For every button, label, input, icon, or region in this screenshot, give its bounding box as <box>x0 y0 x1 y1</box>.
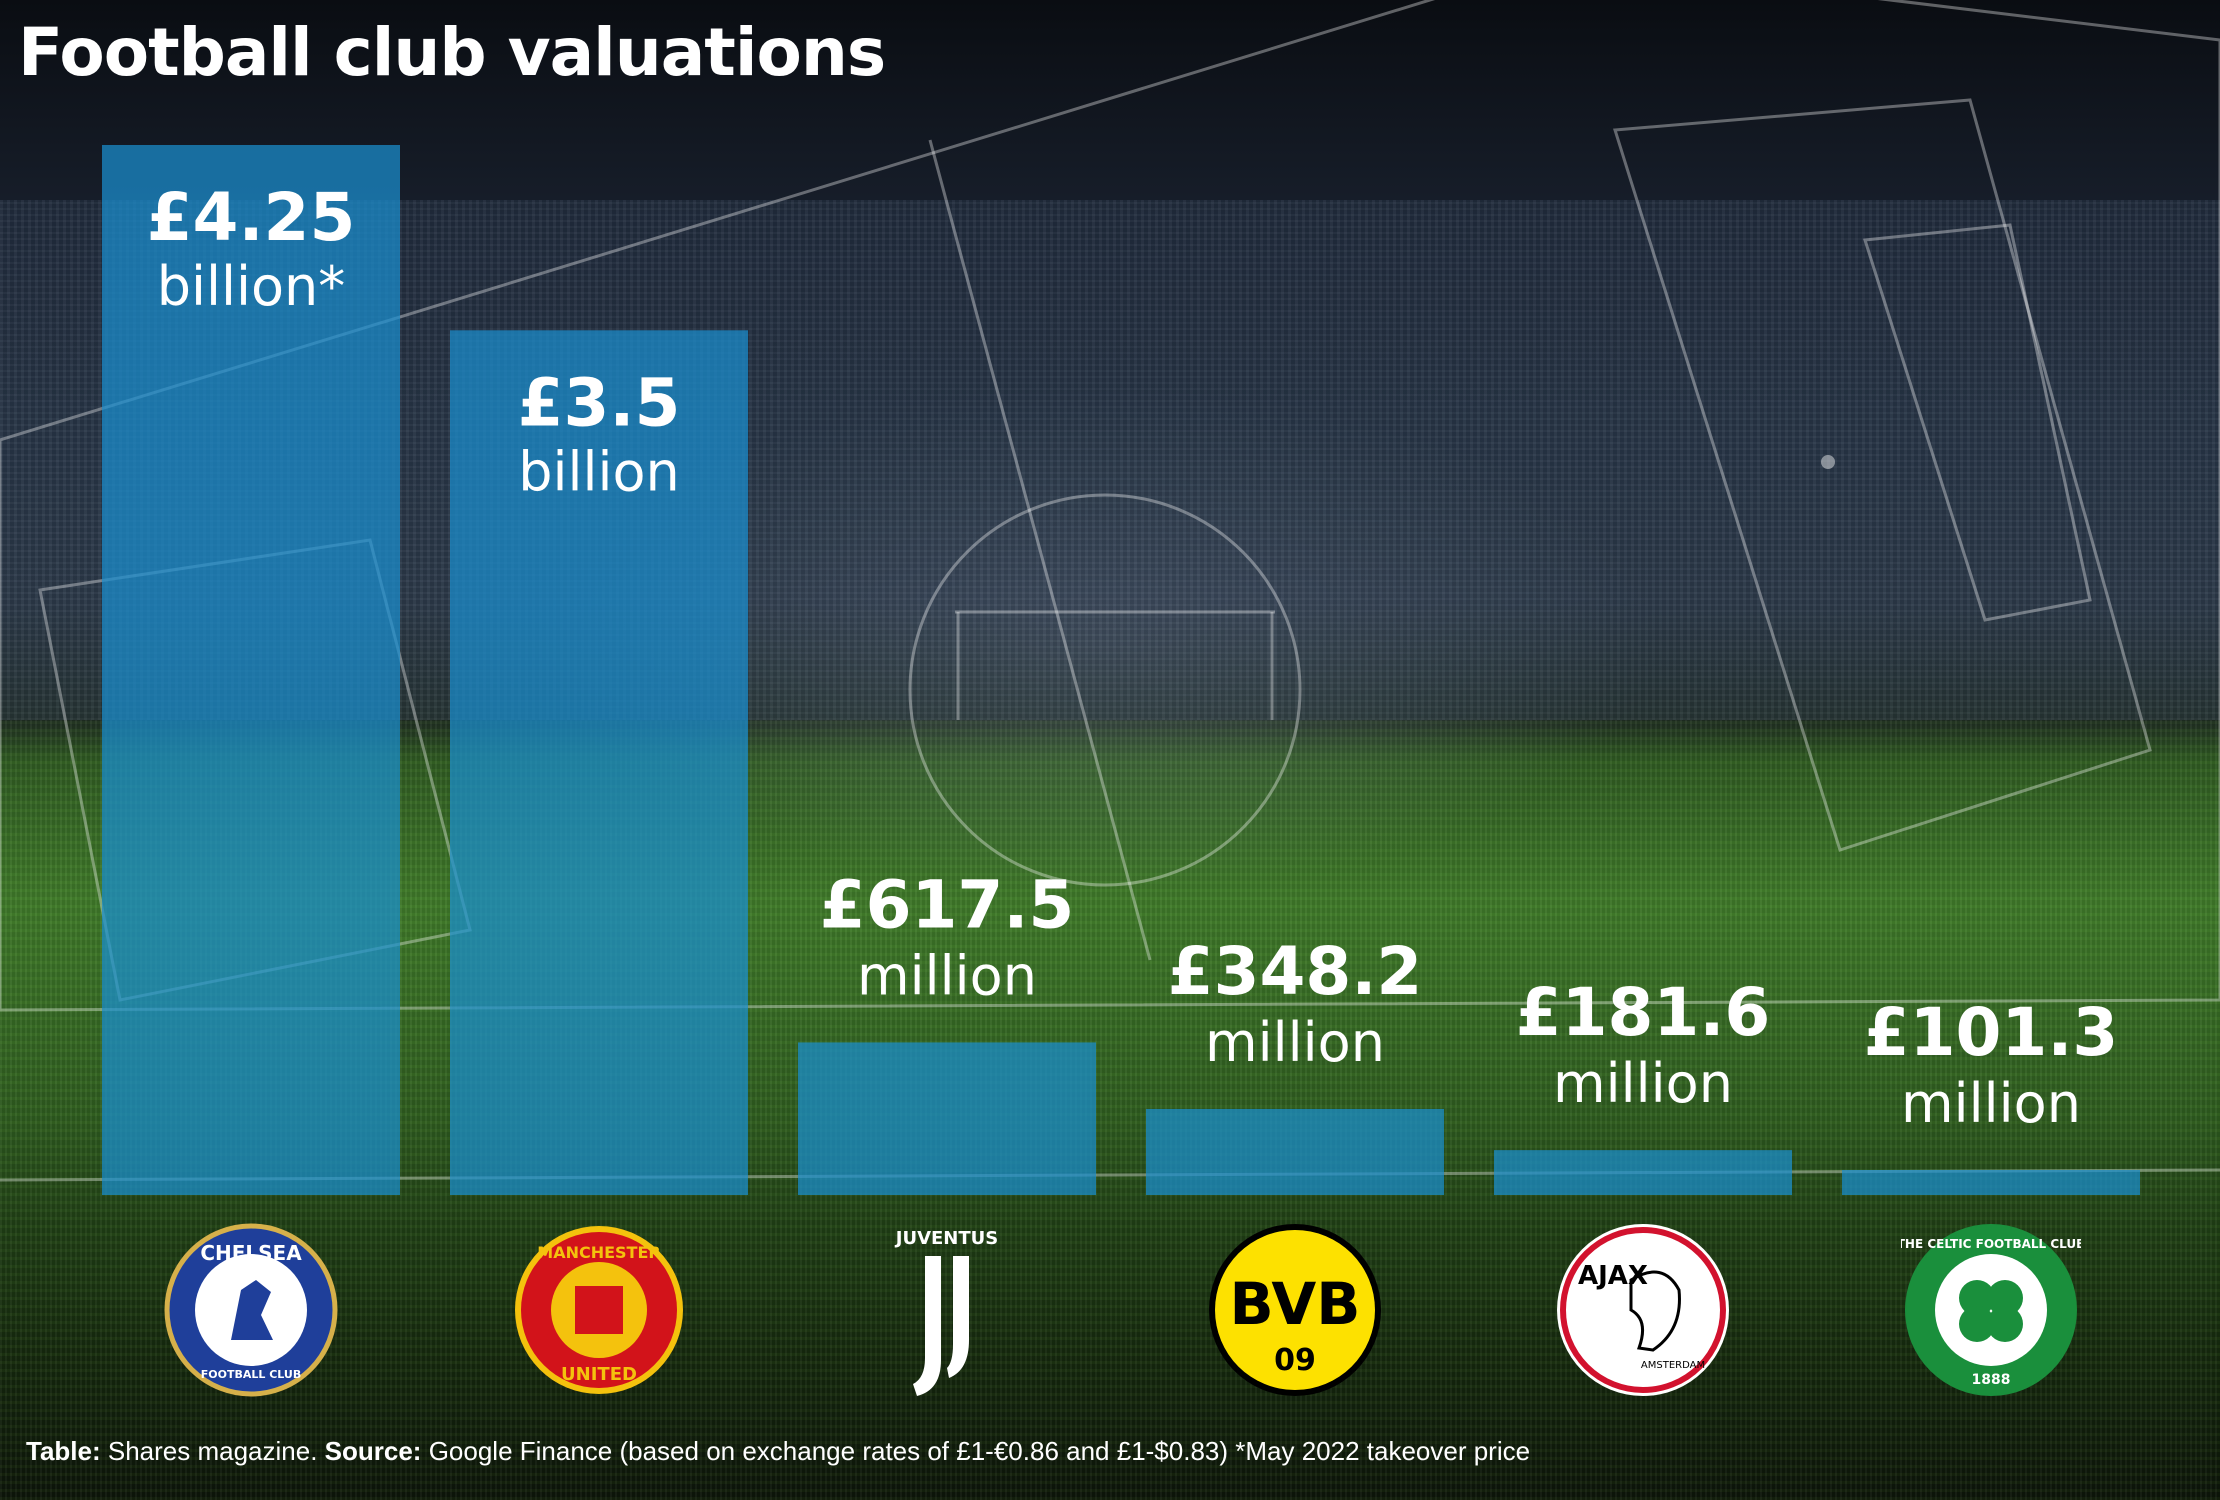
bar-chelsea <box>102 145 400 1195</box>
data-label-value: £3.5 <box>518 364 681 441</box>
table-label: Table: <box>26 1436 101 1466</box>
juventus-logo: JUVENTUS <box>894 1228 998 1396</box>
chelsea-logo: CHELSEA FOOTBALL CLUB <box>164 1223 338 1397</box>
table-text: Shares magazine. <box>100 1436 325 1466</box>
data-label-unit: million <box>1205 1011 1385 1074</box>
source-footer: Table: Shares magazine. Source: Google F… <box>26 1436 1530 1467</box>
bar-manchester-united <box>450 330 748 1195</box>
data-label-value: £617.5 <box>820 866 1075 943</box>
svg-text:1888: 1888 <box>1972 1372 2011 1388</box>
data-label-value: £4.25 <box>147 179 356 256</box>
svg-text:BVB: BVB <box>1230 1270 1361 1338</box>
data-label-unit: million <box>1553 1052 1733 1115</box>
bar-ajax <box>1494 1150 1792 1195</box>
svg-text:CHELSEA: CHELSEA <box>200 1241 302 1265</box>
celtic-logo: THE CELTIC FOOTBALL CLUB 1888 <box>1901 1224 2081 1396</box>
data-label-unit: billion <box>518 440 680 503</box>
svg-text:UNITED: UNITED <box>561 1364 637 1385</box>
source-text: Google Finance (based on exchange rates … <box>421 1436 1531 1466</box>
data-label-value: £101.3 <box>1864 994 2119 1071</box>
bar-borussia-dortmund <box>1146 1108 1444 1195</box>
svg-text:09: 09 <box>1274 1343 1316 1378</box>
data-label-unit: billion* <box>157 255 346 318</box>
svg-text:JUVENTUS: JUVENTUS <box>894 1228 998 1249</box>
bvb-logo: BVB 09 <box>1209 1224 1381 1396</box>
data-label-value: £181.6 <box>1516 974 1771 1051</box>
svg-text:THE CELTIC FOOTBALL CLUB: THE CELTIC FOOTBALL CLUB <box>1901 1237 2081 1251</box>
source-label: Source: <box>324 1436 422 1466</box>
svg-text:FOOTBALL CLUB: FOOTBALL CLUB <box>201 1368 301 1381</box>
data-label-unit: million <box>857 944 1037 1007</box>
bar-celtic <box>1842 1169 2140 1195</box>
chart-title: Football club valuations <box>18 14 886 91</box>
svg-text:MANCHESTER: MANCHESTER <box>537 1243 660 1262</box>
data-label-value: £348.2 <box>1168 933 1423 1010</box>
bar-juventus <box>798 1042 1096 1195</box>
data-label-unit: million <box>1901 1072 2081 1135</box>
svg-text:AMSTERDAM: AMSTERDAM <box>1641 1360 1705 1371</box>
manchester-united-logo: MANCHESTER UNITED <box>515 1226 683 1394</box>
